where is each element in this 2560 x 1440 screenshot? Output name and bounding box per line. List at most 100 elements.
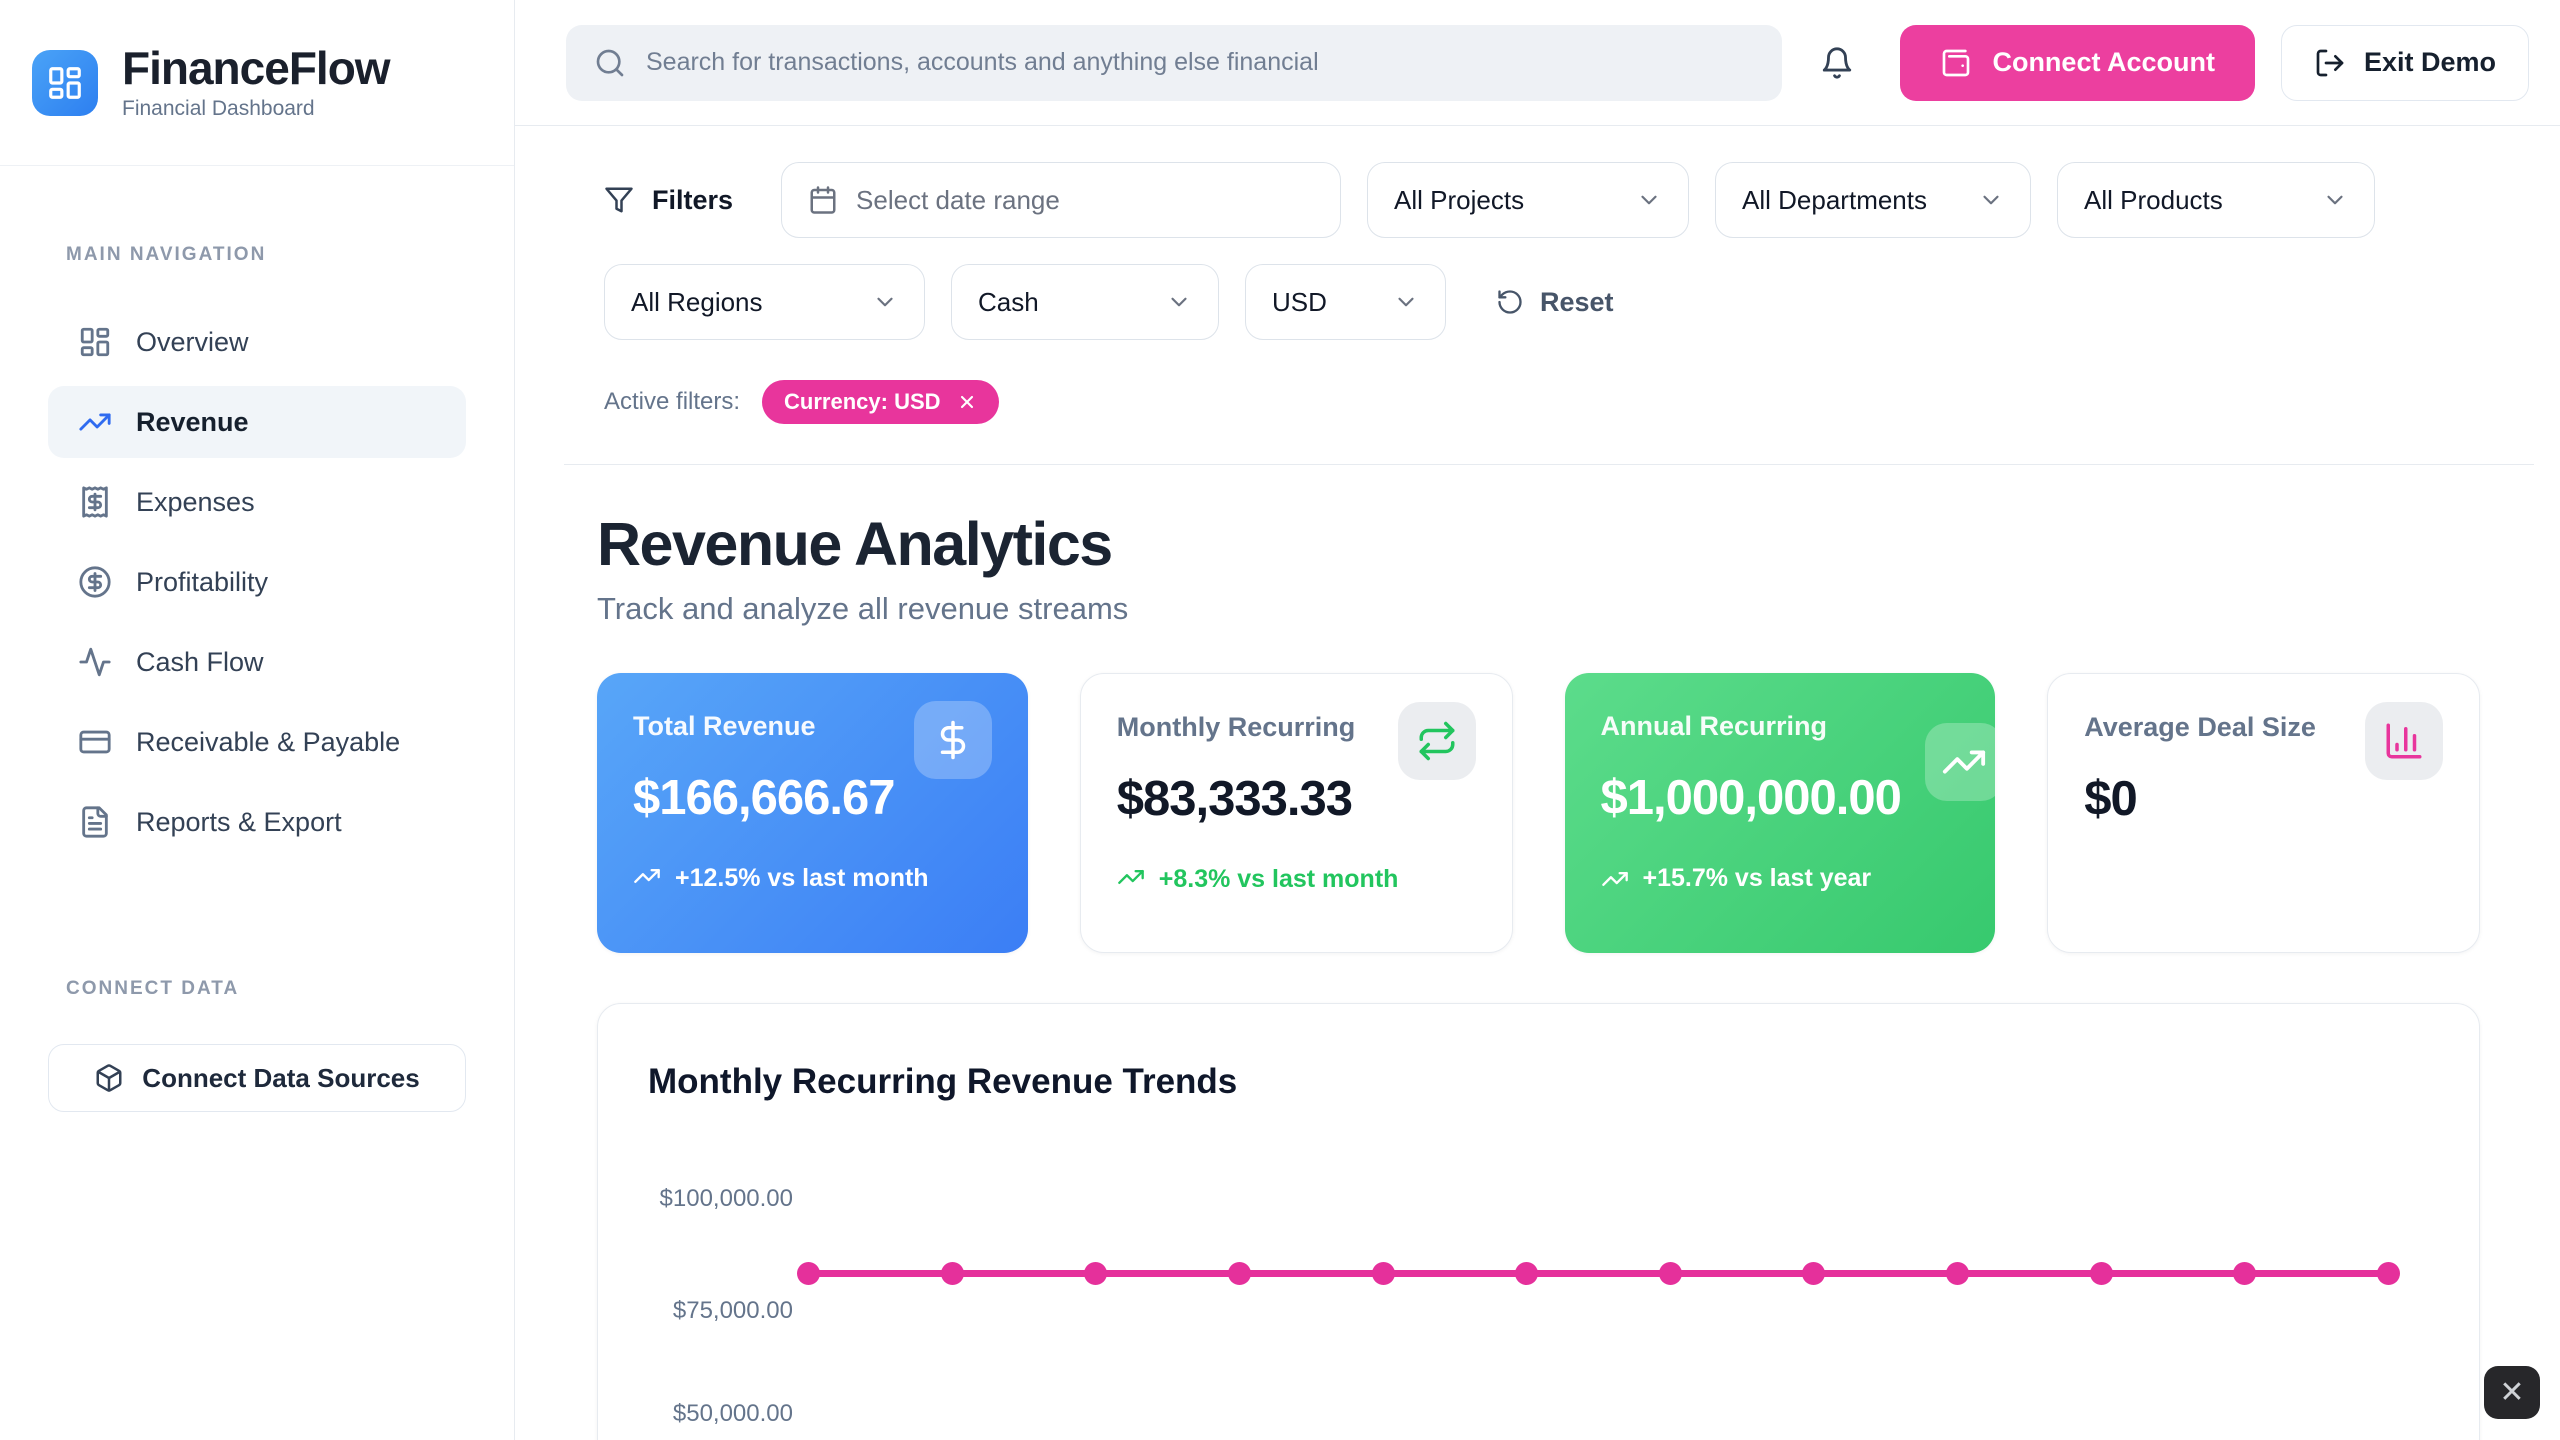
credit-card-icon [78, 725, 112, 759]
metric-value: $1,000,000.00 [1600, 771, 1902, 825]
metric-card-monthly-recurring: Monthly Recurring $83,333.33 +8.3% vs la… [1079, 673, 1513, 953]
connect-data-sources-label: Connect Data Sources [142, 1062, 420, 1093]
sidebar-item-profitability[interactable]: Profitability [48, 546, 466, 618]
package-icon [94, 1063, 124, 1093]
circle-dollar-icon [78, 565, 112, 599]
trending-up-icon [78, 405, 112, 439]
file-text-icon [78, 805, 112, 839]
projects-select[interactable]: All Projects [1367, 162, 1690, 238]
exit-demo-label: Exit Demo [2363, 47, 2496, 77]
sidebar-item-cash-flow[interactable]: Cash Flow [48, 626, 466, 698]
chart-point[interactable] [2089, 1262, 2113, 1285]
search-icon [594, 47, 626, 79]
metric-card-annual-recurring: Annual Recurring $1,000,000.00 +15.7% vs… [1564, 673, 1996, 953]
departments-select[interactable]: All Departments [1715, 162, 2032, 238]
filters-label: Filters [604, 185, 733, 216]
chart-point[interactable] [1658, 1262, 1682, 1285]
products-select[interactable]: All Products [2057, 162, 2376, 238]
chart-point[interactable] [1227, 1262, 1251, 1285]
metric-cards: Total Revenue $166,666.67 +12.5% vs last… [597, 673, 2480, 953]
date-range-picker[interactable] [781, 162, 1342, 238]
regions-select[interactable]: All Regions [604, 264, 925, 340]
chart-point[interactable] [2376, 1262, 2400, 1285]
chart-point[interactable] [1084, 1262, 1108, 1285]
nav-section-heading: MAIN NAVIGATION [66, 244, 267, 265]
calendar-icon [808, 185, 838, 215]
rotate-ccw-icon [1496, 288, 1524, 316]
activity-icon [78, 645, 112, 679]
remove-filter-icon[interactable] [957, 392, 977, 412]
main-area: Connect Account Exit Demo Filters [515, 0, 2560, 1440]
active-filters-label: Active filters: [604, 388, 741, 415]
exit-demo-button[interactable]: Exit Demo [2280, 24, 2529, 101]
sidebar-item-receivable-payable[interactable]: Receivable & Payable [48, 706, 466, 778]
trending-up-icon [633, 862, 661, 890]
chevron-down-icon [2322, 187, 2348, 213]
bar-chart-icon [2365, 702, 2443, 780]
sidebar-item-label: Revenue [136, 406, 249, 437]
metric-title: Annual Recurring [1600, 711, 1828, 741]
chart-point[interactable] [1371, 1262, 1395, 1285]
page-scroll-area: Filters All Projects All Departments [515, 126, 2560, 1440]
chevron-down-icon [1166, 289, 1192, 315]
metric-title: Total Revenue [633, 711, 816, 741]
repeat-icon [1397, 702, 1476, 780]
mrr-trends-chart-card: Monthly Recurring Revenue Trends $100,00… [597, 1003, 2480, 1440]
chart-point[interactable] [1515, 1262, 1539, 1285]
layout-dashboard-icon [78, 325, 112, 359]
metric-title: Average Deal Size [2084, 712, 2316, 742]
search-input[interactable] [646, 48, 1755, 77]
reset-filters-button[interactable]: Reset [1496, 287, 1614, 318]
receipt-icon [78, 485, 112, 519]
chart-point[interactable] [940, 1262, 964, 1285]
metric-value: $166,666.67 [633, 771, 895, 825]
sidebar-item-revenue[interactable]: Revenue [48, 386, 466, 458]
chart-dots [797, 1262, 2400, 1285]
active-filters-row: Active filters: Currency: USD [604, 380, 2534, 424]
connect-data-sources-button[interactable]: Connect Data Sources [48, 1044, 466, 1112]
accounting-basis-select[interactable]: Cash [951, 264, 1219, 340]
connect-account-button[interactable]: Connect Account [1900, 24, 2255, 101]
log-out-icon [2314, 47, 2346, 79]
metric-change: +15.7% vs last year [1601, 862, 1960, 896]
sidebar-item-label: Profitability [136, 566, 269, 597]
sidebar-item-label: Receivable & Payable [136, 726, 401, 757]
active-filter-badge: Currency: USD [762, 380, 999, 424]
page-subtitle: Track and analyze all revenue streams [597, 591, 1129, 626]
brand-subtitle: Financial Dashboard [122, 97, 315, 121]
chart-point[interactable] [2233, 1262, 2257, 1285]
sidebar-nav: MAIN NAVIGATION Overview Revenue Expense… [0, 166, 514, 1112]
y-axis-tick: $75,000.00 [672, 1297, 793, 1324]
metric-value: $0 [2084, 772, 2138, 826]
global-search[interactable] [566, 24, 1783, 101]
sidebar: FinanceFlow Financial Dashboard MAIN NAV… [0, 0, 515, 1440]
metric-title: Monthly Recurring [1116, 712, 1356, 742]
chart-point[interactable] [1946, 1262, 1969, 1285]
layout-dashboard-icon [46, 64, 84, 102]
brand-name: FinanceFlow [122, 41, 391, 94]
sidebar-item-expenses[interactable]: Expenses [48, 466, 466, 538]
date-range-input[interactable] [856, 184, 1315, 216]
app-logo [32, 49, 98, 116]
metric-card-total-revenue: Total Revenue $166,666.67 +12.5% vs last… [597, 673, 1028, 953]
metric-change: +12.5% vs last month [633, 862, 992, 896]
y-axis-tick: $50,000.00 [672, 1400, 793, 1427]
metric-card-average-deal-size: Average Deal Size $0 [2047, 673, 2480, 953]
chart-point[interactable] [797, 1262, 820, 1285]
sidebar-item-reports-export[interactable]: Reports & Export [48, 786, 466, 858]
bell-icon[interactable] [1820, 46, 1854, 80]
sidebar-item-label: Expenses [136, 486, 255, 517]
chevron-down-icon [872, 289, 898, 315]
filters-bar: Filters All Projects All Departments [564, 126, 2534, 465]
close-toast-button[interactable]: ✕ [2484, 1366, 2540, 1419]
connect-data-heading: CONNECT DATA [66, 978, 240, 999]
funnel-icon [604, 185, 634, 215]
chart-point[interactable] [1802, 1262, 1826, 1285]
revenue-analytics-section: Revenue Analytics Track and analyze all … [515, 465, 2560, 1440]
sidebar-item-label: Cash Flow [136, 646, 264, 677]
sidebar-item-overview[interactable]: Overview [48, 306, 466, 378]
wallet-icon [1940, 47, 1972, 79]
currency-select[interactable]: USD [1245, 264, 1446, 340]
trending-up-icon [1601, 865, 1629, 893]
chevron-down-icon [1978, 187, 2004, 213]
